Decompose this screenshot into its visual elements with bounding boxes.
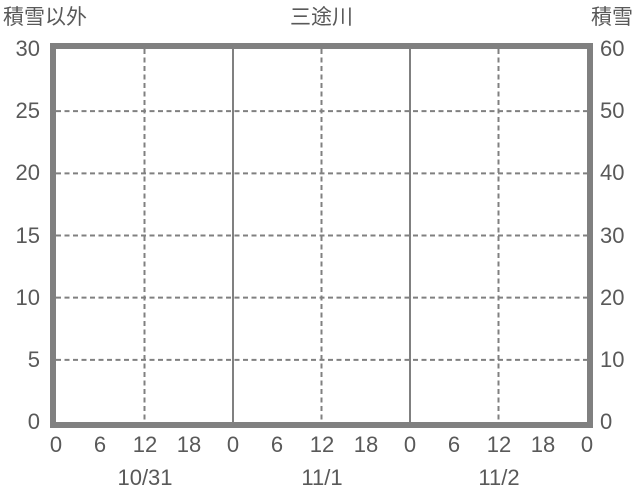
y-right-tick-label: 30 (600, 223, 625, 248)
y-right-tick-label: 50 (600, 98, 625, 123)
x-date-label: 10/31 (117, 465, 173, 490)
y-left-tick-label: 30 (15, 36, 40, 61)
y-right-tick-label: 10 (600, 347, 625, 372)
y-left-tick-label: 15 (15, 223, 40, 248)
y-right-tick-label: 60 (600, 36, 625, 61)
x-hour-tick-label: 12 (486, 432, 512, 457)
y-left-tick-label: 20 (15, 160, 40, 185)
x-hour-tick-label: 6 (270, 432, 284, 457)
y-left-tick-label: 5 (27, 347, 40, 372)
right-axis-title: 積雪 (591, 6, 633, 29)
x-hour-tick-label: 12 (309, 432, 335, 457)
y-left-tick-label: 0 (27, 409, 40, 434)
y-right-tick-label: 40 (600, 160, 625, 185)
x-hour-tick-label: 18 (530, 432, 556, 457)
left-axis-title: 積雪以外 (3, 6, 87, 29)
y-right-tick-label: 0 (600, 409, 613, 434)
x-hour-tick-label: 18 (176, 432, 202, 457)
y-left-tick-label: 10 (15, 285, 40, 310)
x-hour-tick-label: 0 (403, 432, 417, 457)
x-hour-tick-label: 0 (580, 432, 594, 457)
y-left-tick-label: 25 (15, 98, 40, 123)
x-date-label: 11/2 (478, 465, 520, 490)
x-hour-tick-label: 6 (93, 432, 107, 457)
y-right-tick-label: 20 (600, 285, 625, 310)
x-date-label: 11/1 (301, 465, 343, 490)
x-hour-tick-label: 12 (132, 432, 158, 457)
gridlines-svg (56, 49, 587, 422)
x-hour-tick-label: 0 (49, 432, 63, 457)
plot-area (50, 43, 593, 428)
x-hour-tick-label: 0 (226, 432, 240, 457)
chart-title: 三途川 (290, 6, 353, 29)
x-hour-tick-label: 18 (353, 432, 379, 457)
x-hour-tick-label: 6 (447, 432, 461, 457)
